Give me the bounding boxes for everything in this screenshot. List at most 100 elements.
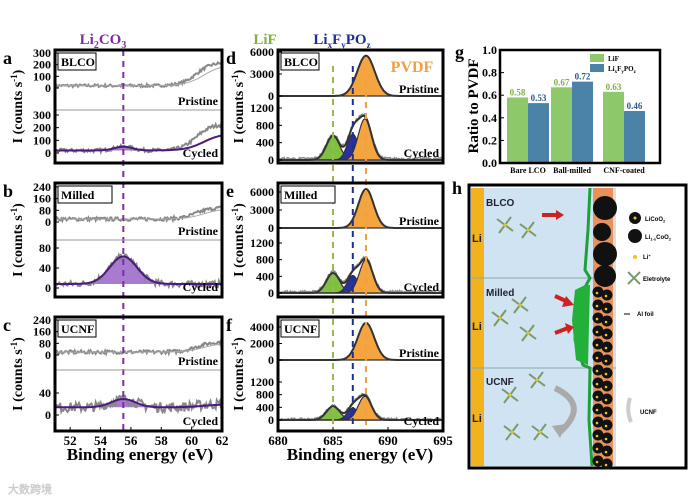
bar-lif — [603, 91, 624, 163]
particle-li1x-coo2 — [593, 223, 611, 241]
state-label-pristine: Pristine — [399, 214, 440, 228]
electrolyte-molecule — [528, 371, 546, 389]
li-ion-dot — [538, 430, 542, 434]
y-tick-label: 400 — [256, 269, 274, 283]
y-tick-label: 0.0 — [482, 156, 497, 170]
y-tick-label: 200 — [33, 121, 51, 135]
li-ion-dot — [498, 316, 502, 320]
y-axis-label-sup: -1 — [9, 207, 19, 215]
y-tick-label: 240 — [33, 180, 51, 194]
particle-licoo2 — [592, 351, 604, 363]
red-arrow-head — [562, 296, 574, 307]
y-tick-label: 100 — [33, 133, 51, 147]
legend-li-ion: Li+ — [643, 253, 651, 261]
particle-licoo2 — [601, 328, 613, 340]
li-ion-dot — [508, 393, 512, 397]
li-ion-dot — [503, 223, 507, 227]
particle-licoo2 — [592, 416, 604, 428]
panel-letter-h: h — [452, 178, 462, 198]
y-tick-label: 800 — [256, 118, 274, 132]
li-ion-dot — [604, 372, 608, 376]
li-ion-dot — [526, 331, 530, 335]
y-axis-label: I (counts s-1) — [230, 69, 247, 143]
y-tick-label: 400 — [256, 136, 274, 150]
thick-sei — [572, 285, 590, 365]
spectrum-data-d — [277, 112, 444, 162]
legend-label-lifpo: LixFyPOz — [608, 65, 637, 75]
li-ion-dot — [595, 369, 599, 373]
y-axis-label-sup: -1 — [9, 341, 19, 349]
red-arrow — [554, 326, 569, 335]
bar-lif — [507, 97, 528, 163]
li-ion-dot — [595, 304, 599, 308]
li-ion-dot — [595, 447, 599, 451]
y-axis-label-close: ) — [232, 69, 247, 74]
legend-ucnf: UCNF — [640, 410, 657, 416]
spectrum-envelope-e-bot — [278, 257, 443, 294]
y-tick-label: 1200 — [250, 375, 274, 389]
li-ion-dot — [604, 346, 608, 350]
bar-chart-y-label: Ratio to PVDF — [466, 59, 482, 154]
li-dot — [633, 216, 637, 220]
state-label-cycled: Cycled — [404, 414, 440, 428]
red-arrow-head — [565, 323, 574, 334]
anode-label: Li — [472, 413, 482, 425]
row-label-ucnf: UCNF — [486, 377, 514, 388]
particle-licoo2 — [592, 325, 604, 337]
bar-value-label: 0.53 — [531, 93, 547, 103]
sample-label-f: UCNF — [284, 322, 317, 336]
spectrum-fit-a-top — [55, 66, 223, 87]
particle-licoo2 — [601, 341, 613, 353]
panel-frame-e — [276, 181, 445, 299]
y-tick-label: 1.0 — [482, 43, 497, 57]
bar-lifpo — [572, 81, 593, 163]
sample-label-box — [57, 52, 97, 71]
bar-value-label: 0.67 — [554, 77, 570, 87]
electrolyte-molecule — [496, 216, 514, 234]
spectrum-fit-b-bot — [55, 255, 222, 285]
x-tick-label: 54 — [94, 433, 108, 448]
panel-letter-c: c — [3, 315, 11, 335]
particle-licoo2 — [601, 406, 613, 418]
x-axis-label-middle: Binding energy (eV) — [287, 445, 433, 464]
panel-letter-a: a — [3, 48, 12, 68]
y-axis-label: I (counts s-1) — [9, 69, 26, 143]
y-tick-label: 0 — [268, 221, 274, 235]
electrolyte-molecule — [491, 309, 509, 327]
li-ion-dot — [535, 378, 539, 382]
y-axis-label-sup: -1 — [9, 74, 19, 82]
x-axis-label-left: Binding energy (eV) — [67, 445, 213, 464]
watermark: 大数跨境 — [8, 482, 52, 496]
x-tick-label: 62 — [216, 433, 229, 448]
li-ion-dot — [604, 450, 608, 454]
x-tick-label: 56 — [124, 433, 138, 448]
electrolyte-molecule — [519, 324, 537, 342]
y-tick-label: 6000 — [250, 45, 274, 59]
li-anode — [471, 188, 484, 466]
panel-frame-c — [53, 315, 224, 433]
state-label-cycled: Cycled — [404, 280, 440, 294]
li-ion-dot — [604, 333, 608, 337]
li-ion-dot — [604, 359, 608, 363]
y-axis-label: I (counts s-1) — [230, 203, 247, 277]
y-tick-label: 2000 — [250, 337, 274, 351]
particle-licoo2 — [592, 403, 604, 415]
y-tick-label: 0 — [45, 348, 51, 362]
particle-licoo2 — [592, 286, 604, 298]
particle-li1x-coo2 — [593, 242, 617, 266]
y-tick-label: 40 — [39, 386, 51, 400]
sample-label-box — [280, 185, 336, 204]
spectrum-fit-b-top — [55, 209, 223, 220]
panel-letter-f: f — [226, 315, 233, 335]
y-tick-label: 1200 — [250, 236, 274, 250]
spectrum-fit-c-bot — [55, 398, 222, 409]
particles — [592, 196, 617, 470]
spectrum-envelope-f-top — [278, 321, 443, 361]
electrolyte-molecule — [503, 423, 521, 441]
electrolyte-molecule — [501, 386, 519, 404]
y-tick-label: 100 — [33, 69, 51, 83]
li-ion-dot — [604, 437, 608, 441]
panel-frame-d — [276, 48, 445, 165]
y-axis-label-text: I (counts s — [11, 349, 26, 411]
